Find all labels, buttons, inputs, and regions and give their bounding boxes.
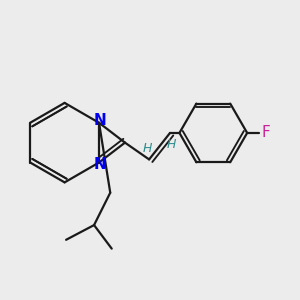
Text: N: N <box>94 158 106 172</box>
Text: H: H <box>143 142 152 155</box>
Text: H: H <box>167 138 176 151</box>
Text: N: N <box>94 113 106 128</box>
Text: F: F <box>261 125 270 140</box>
